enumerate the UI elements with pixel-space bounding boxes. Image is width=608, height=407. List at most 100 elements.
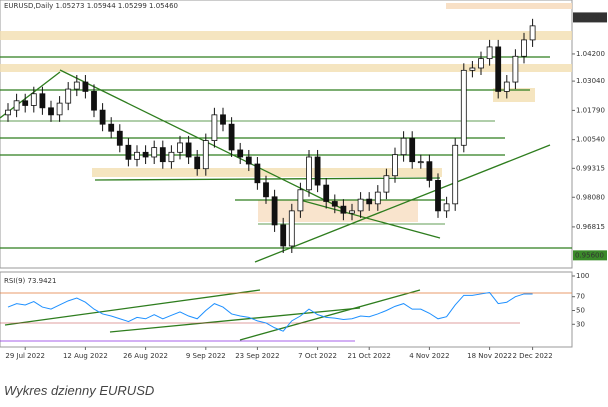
candle-body (73, 81, 80, 90)
rsi-tick-label: 30 (576, 320, 585, 328)
rsi-tick-label: 100 (576, 272, 589, 280)
candle-body (349, 210, 355, 214)
zone (0, 31, 572, 40)
zone (493, 88, 535, 102)
y-tick-label: 1.00540 (576, 136, 605, 144)
x-tick-label: 4 Nov 2022 (409, 352, 449, 360)
candle-body (529, 25, 536, 41)
x-tick-label: 12 Aug 2022 (63, 352, 108, 360)
candle-body (151, 147, 158, 158)
candle-body (116, 130, 123, 146)
x-tick-label: 2 Dec 2022 (512, 352, 552, 360)
candle-body (142, 151, 149, 158)
price-marker-label: 1.05760 (575, 13, 604, 21)
candle-body (280, 224, 287, 247)
x-tick-label: 23 Sep 2022 (235, 352, 279, 360)
candle-body (125, 144, 132, 160)
candle-body (5, 109, 11, 116)
price-marker-label: 0.95600 (575, 251, 604, 259)
candle-body (435, 180, 441, 212)
candle-body (39, 93, 46, 109)
candle-body (400, 137, 407, 156)
candle-body (306, 156, 312, 191)
candle-body (426, 161, 433, 181)
trend-line (254, 144, 551, 263)
y-tick-label: 1.04200 (576, 50, 605, 58)
candle-body (237, 149, 244, 158)
x-tick-label: 9 Sep 2022 (186, 352, 226, 360)
rsi-tick-label: 70 (576, 293, 585, 301)
candle-body (314, 156, 321, 186)
candle-body (331, 201, 338, 207)
candle-body (99, 109, 106, 125)
candle-body (478, 58, 484, 69)
rsi-tick-label: 50 (576, 307, 585, 315)
zone (92, 168, 442, 177)
candle-body (168, 151, 175, 163)
candle-body (452, 144, 459, 205)
trend-line (94, 177, 441, 181)
candle-body (340, 205, 347, 214)
candle-body (392, 154, 398, 177)
y-tick-label: 0.96815 (576, 223, 605, 231)
candle-body (503, 81, 510, 92)
candle-body (134, 151, 140, 160)
candle-body (30, 93, 37, 106)
caption: Wykres dzienny EURUSD (4, 383, 155, 398)
candle-body (65, 88, 72, 104)
trend-lines (0, 56, 572, 341)
y-tick-label: 0.98080 (576, 193, 605, 201)
rsi-line (7, 292, 533, 332)
candle-body (254, 163, 261, 184)
candle-body (374, 191, 381, 205)
candle-body (91, 91, 97, 111)
candle-body (297, 189, 304, 212)
candle-body (288, 210, 295, 247)
x-tick-label: 29 Jul 2022 (5, 352, 45, 360)
x-tick-label: 18 Nov 2022 (467, 352, 512, 360)
candle-body (521, 39, 527, 57)
candle-body (245, 156, 252, 165)
rsi-levels (0, 292, 572, 342)
candle-body (417, 161, 424, 164)
rsi-panel (0, 271, 573, 348)
rsi-trend-line (4, 289, 261, 326)
candle-body (357, 198, 364, 212)
zone (0, 64, 572, 72)
candle-body (469, 67, 476, 71)
candle-body (495, 46, 502, 92)
rsi-trend-line (239, 289, 421, 341)
chart-title: EURUSD,Daily 1.05273 1.05944 1.05299 1.0… (4, 2, 178, 10)
candle-body (177, 142, 183, 153)
trend-line (59, 69, 346, 211)
candle-body (366, 198, 373, 205)
x-tick-label: 26 Aug 2022 (123, 352, 168, 360)
candle-body (108, 123, 115, 132)
trend-line (299, 199, 441, 239)
y-tick-label: 1.03040 (576, 77, 605, 85)
candle-body (194, 156, 201, 170)
price-panel (0, 0, 573, 269)
price-marker (573, 250, 607, 261)
zone (446, 3, 572, 9)
rsi-trend-line (109, 307, 361, 333)
candle-body (13, 100, 20, 111)
x-tick-label: 7 Oct 2022 (298, 352, 337, 360)
candle-body (159, 147, 166, 163)
x-tick-label: 21 Oct 2022 (348, 352, 391, 360)
candle-body (48, 107, 54, 116)
y-tick-label: 0.99315 (576, 164, 605, 172)
candle-body (22, 100, 29, 106)
candle-body (263, 182, 269, 198)
price-marker (573, 12, 607, 23)
candle-body (211, 114, 218, 141)
y-tick-label: 1.01790 (576, 106, 605, 114)
candle-body (56, 102, 63, 116)
zone (258, 200, 418, 222)
candle-body (202, 140, 209, 170)
candle-body (443, 203, 450, 212)
candle-body (460, 69, 467, 146)
candle-body (228, 123, 235, 151)
candle-body (486, 46, 493, 60)
chart: EURUSD,Daily 1.05273 1.05944 1.05299 1.0… (0, 0, 607, 360)
